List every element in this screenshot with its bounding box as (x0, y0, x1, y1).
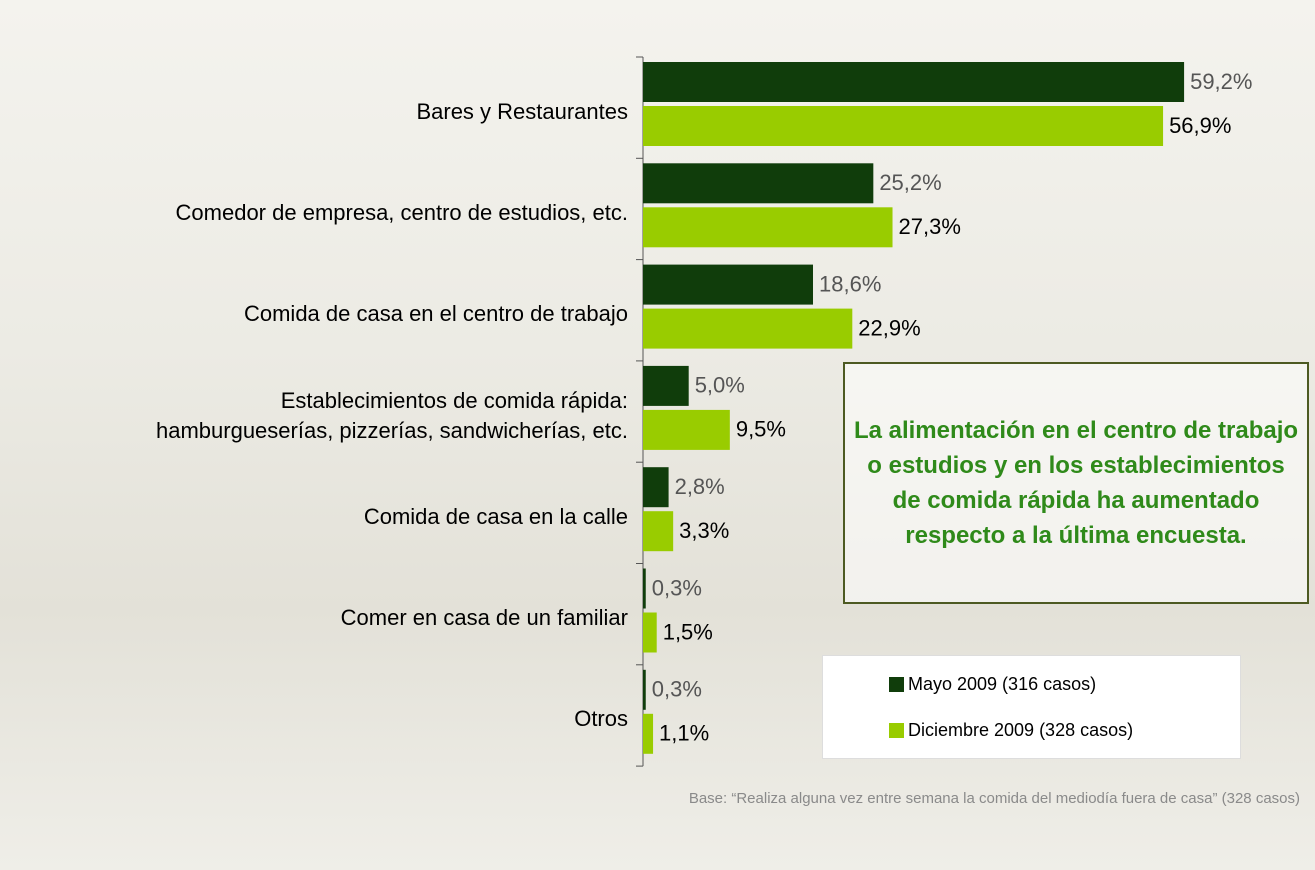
legend-item: Diciembre 2009 (328 casos) (889, 720, 1133, 741)
legend-label: Diciembre 2009 (328 casos) (908, 720, 1133, 741)
value-label: 9,5% (736, 417, 786, 442)
bar (643, 467, 669, 507)
bar (643, 511, 673, 551)
y-tick-label: Comer en casa de un familiar (341, 603, 628, 633)
value-label: 0,3% (652, 677, 702, 702)
bar (643, 309, 852, 349)
value-label: 27,3% (899, 214, 961, 239)
bar (643, 569, 646, 609)
legend-item: Mayo 2009 (316 casos) (889, 674, 1096, 695)
bar (643, 207, 893, 247)
legend-swatch (889, 677, 904, 692)
bar (643, 265, 813, 305)
y-tick-label: Comedor de empresa, centro de estudios, … (176, 198, 628, 228)
footnote: Base: “Realiza alguna vez entre semana l… (689, 790, 1300, 807)
value-label: 56,9% (1169, 113, 1231, 138)
bar (643, 410, 730, 450)
y-tick-label: Comida de casa en el centro de trabajo (244, 299, 628, 329)
value-label: 18,6% (819, 271, 881, 296)
value-label: 25,2% (879, 170, 941, 195)
bar (643, 62, 1184, 102)
bar (643, 366, 689, 406)
value-label: 1,5% (663, 619, 713, 644)
annotation: La alimentación en el centro de trabajo … (843, 362, 1309, 604)
legend-label: Mayo 2009 (316 casos) (908, 674, 1096, 695)
value-label: 1,1% (659, 721, 709, 746)
y-tick-label: Bares y Restaurantes (416, 97, 628, 127)
bar (643, 670, 646, 710)
value-label: 22,9% (858, 315, 920, 340)
y-tick-label: Establecimientos de comida rápida: hambu… (156, 386, 628, 446)
y-tick-label: Comida de casa en la calle (364, 502, 628, 532)
legend-swatch (889, 723, 904, 738)
value-label: 3,3% (679, 518, 729, 543)
value-label: 2,8% (675, 474, 725, 499)
chart: 59,2% 56,9% 25,2% 27,3% 18,6% 22,9% 5,0% 9,5% 2,… (0, 0, 1315, 870)
bar (643, 106, 1163, 146)
value-label: 5,0% (695, 373, 745, 398)
bar (643, 613, 657, 653)
bar (643, 714, 653, 754)
legend: Mayo 2009 (316 casos) Diciembre 2009 (328… (822, 655, 1241, 759)
bar (643, 163, 873, 203)
value-label: 0,3% (652, 575, 702, 600)
value-label: 59,2% (1190, 69, 1252, 94)
y-tick-label: Otros (574, 704, 628, 734)
